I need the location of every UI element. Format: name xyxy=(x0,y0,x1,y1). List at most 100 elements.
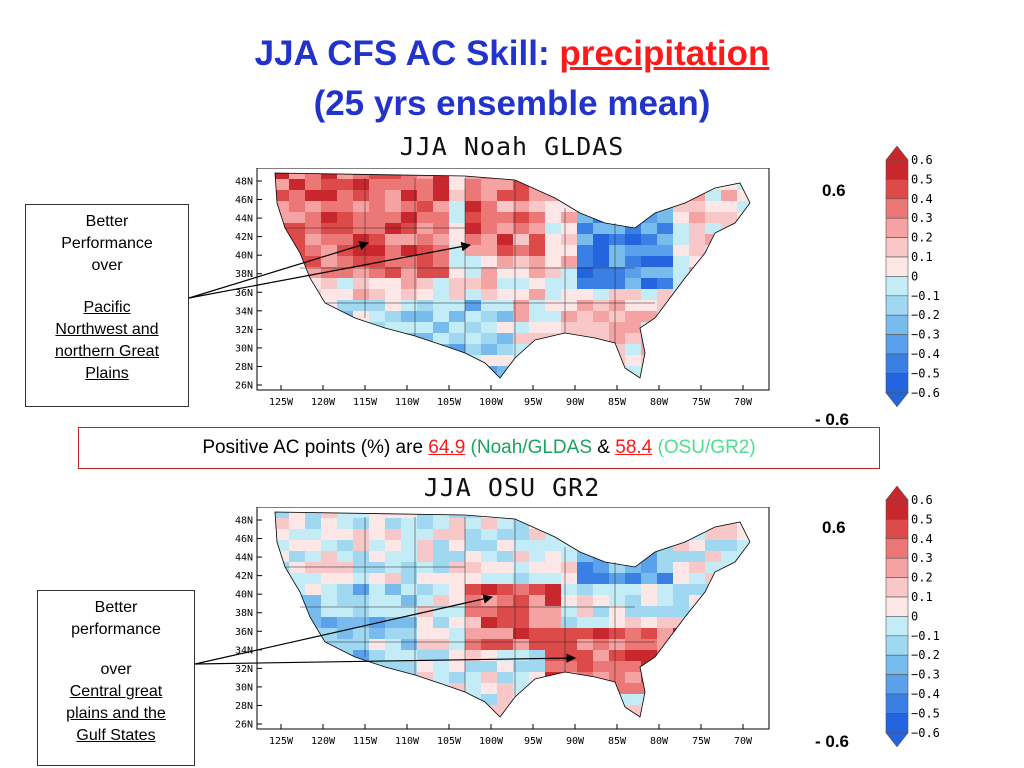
lon-label: 90W xyxy=(566,397,585,408)
arrow-top-pnw xyxy=(188,240,369,299)
callout-bottom-u2: plains and the xyxy=(66,705,166,722)
lon-label: 100W xyxy=(479,736,504,747)
colorbar-tick-label: 0.3 xyxy=(911,551,933,565)
lon-label: 105W xyxy=(437,736,462,747)
lat-label: 32N xyxy=(235,325,253,336)
coastline xyxy=(274,172,751,379)
lon-label: 110W xyxy=(395,736,420,747)
lat-label: 38N xyxy=(235,608,253,619)
lon-label: 115W xyxy=(353,736,378,747)
lon-label: 100W xyxy=(479,397,504,408)
title-prefix: JJA CFS AC Skill: xyxy=(254,34,560,73)
lat-label: 26N xyxy=(235,720,253,731)
lon-label: 75W xyxy=(692,736,711,747)
callout-top-u4: Plains xyxy=(85,365,129,382)
lon-label: 120W xyxy=(311,397,336,408)
positive-ac-source-noah: (Noah/GLDAS xyxy=(465,437,593,458)
positive-ac-amp: & xyxy=(592,437,616,458)
colorbar-tick-label: −0.2 xyxy=(911,648,940,662)
lat-label: 36N xyxy=(235,627,253,638)
colorbar-tick-label: −0.5 xyxy=(911,706,940,720)
callout-bottom: Better performance over Central great pl… xyxy=(37,590,195,766)
callout-top-line1: Better xyxy=(85,213,129,230)
lat-label: 46N xyxy=(235,534,253,545)
colorbar-bottom-min-label: - 0.6 xyxy=(815,732,850,751)
callout-top-line2: Performance xyxy=(61,235,153,252)
colorbar-tick-label: −0.2 xyxy=(911,308,940,322)
lat-label: 44N xyxy=(235,214,253,225)
colorbar-tick-label: 0.4 xyxy=(911,192,933,206)
lon-label: 70W xyxy=(734,397,753,408)
lat-label: 28N xyxy=(235,362,253,373)
colorbar-tick-label: 0.6 xyxy=(911,153,933,167)
callout-bottom-line3: over xyxy=(100,661,132,678)
colorbar-tick-label: −0.3 xyxy=(911,668,940,682)
colorbar-tick-label: −0.3 xyxy=(911,328,940,342)
lat-label: 44N xyxy=(235,553,253,564)
callout-bottom-line2: performance xyxy=(71,621,161,638)
callout-top-line3: over xyxy=(91,257,123,274)
lat-label: 34N xyxy=(235,645,253,656)
colorbar-tick-label: 0 xyxy=(911,609,918,623)
lon-label: 85W xyxy=(608,736,627,747)
lon-label: 120W xyxy=(311,736,336,747)
colorbar-top-min-label: - 0.6 xyxy=(815,410,850,429)
positive-ac-box: Positive AC points (%) are 64.9 (Noah/GL… xyxy=(78,427,880,469)
lat-label: 40N xyxy=(235,590,253,601)
colorbar-top: 0.6 0.5 0.4 0.3 0.2 0.1 0 −0.1 −0.2 −0.3 −0.4 −0.5 −… xyxy=(885,146,940,408)
colorbar-tick-label: −0.4 xyxy=(911,347,940,361)
slide-title-line2: (25 yrs ensemble mean) xyxy=(313,84,711,123)
map-top: 48N 46N 44N 42N 40N 38N 36N 34N 32N 30N 28N 26N 125W… xyxy=(235,168,770,408)
lon-label: 110W xyxy=(395,397,420,408)
lat-label: 30N xyxy=(235,343,253,354)
arrow-bottom-gulf xyxy=(194,653,576,665)
title-highlight: precipitation xyxy=(559,34,770,73)
lon-label: 125W xyxy=(269,397,294,408)
callout-top-u2: Northwest and xyxy=(55,321,159,338)
lon-label: 70W xyxy=(734,736,753,747)
lon-label: 125W xyxy=(269,736,294,747)
map-bottom: 48N 46N 44N 42N 40N 38N 36N 34N 32N 30N 28N 26N 125W… xyxy=(235,507,770,747)
lat-label: 40N xyxy=(235,251,253,262)
lat-label: 46N xyxy=(235,195,253,206)
map-bottom-title: JJA OSU GR2 xyxy=(423,473,601,502)
arrow-top-plains xyxy=(188,241,471,299)
lat-label: 42N xyxy=(235,232,253,243)
lon-label: 105W xyxy=(437,397,462,408)
lon-label: 95W xyxy=(524,397,543,408)
lat-label: 28N xyxy=(235,701,253,712)
colorbar-tick-label: 0.1 xyxy=(911,250,933,264)
arrow-bottom-plains xyxy=(194,594,493,665)
positive-ac-value-noah: 64.9 xyxy=(428,437,466,458)
lat-label: 38N xyxy=(235,269,253,280)
positive-ac-source-osu: (OSU/GR2) xyxy=(652,437,756,458)
colorbar-tick-label: 0.2 xyxy=(911,231,933,245)
colorbar-tick-label: −0.5 xyxy=(911,366,940,380)
lat-label: 48N xyxy=(235,516,253,527)
callout-bottom-u1: Central great xyxy=(69,683,163,700)
positive-ac-prefix: Positive AC points (%) are xyxy=(202,437,429,458)
colorbar-bottom-tri xyxy=(885,392,909,408)
callout-bottom-u3: Gulf States xyxy=(76,727,156,744)
lat-label: 34N xyxy=(235,306,253,317)
colorbar-tick-label: 0.1 xyxy=(911,590,933,604)
colorbar-tick-label: −0.6 xyxy=(911,386,940,400)
coastline xyxy=(274,511,751,718)
colorbar-bottom: 0.6 0.5 0.4 0.3 0.2 0.1 0 −0.1 −0.2 −0.3 −0.4 −0.5 −… xyxy=(885,486,940,748)
lon-label: 90W xyxy=(566,736,585,747)
map-top-title: JJA Noah GLDAS xyxy=(399,132,625,161)
callout-top-u3: northern Great xyxy=(54,343,160,360)
lat-label: 48N xyxy=(235,177,253,188)
colorbar-tick-label: −0.4 xyxy=(911,687,940,701)
slide-title-line1: JJA CFS AC Skill: precipitation xyxy=(0,34,1024,74)
callout-top: Better Performance over Pacific Northwes… xyxy=(25,204,189,407)
callout-top-u1: Pacific xyxy=(83,299,131,316)
colorbar-bottom-max-label: 0.6 xyxy=(822,518,846,537)
lat-label: 42N xyxy=(235,571,253,582)
lon-label: 80W xyxy=(650,736,669,747)
colorbar-tick-label: 0.6 xyxy=(911,493,933,507)
colorbar-tick-label: −0.1 xyxy=(911,629,940,643)
lon-label: 85W xyxy=(608,397,627,408)
lon-label: 115W xyxy=(353,397,378,408)
